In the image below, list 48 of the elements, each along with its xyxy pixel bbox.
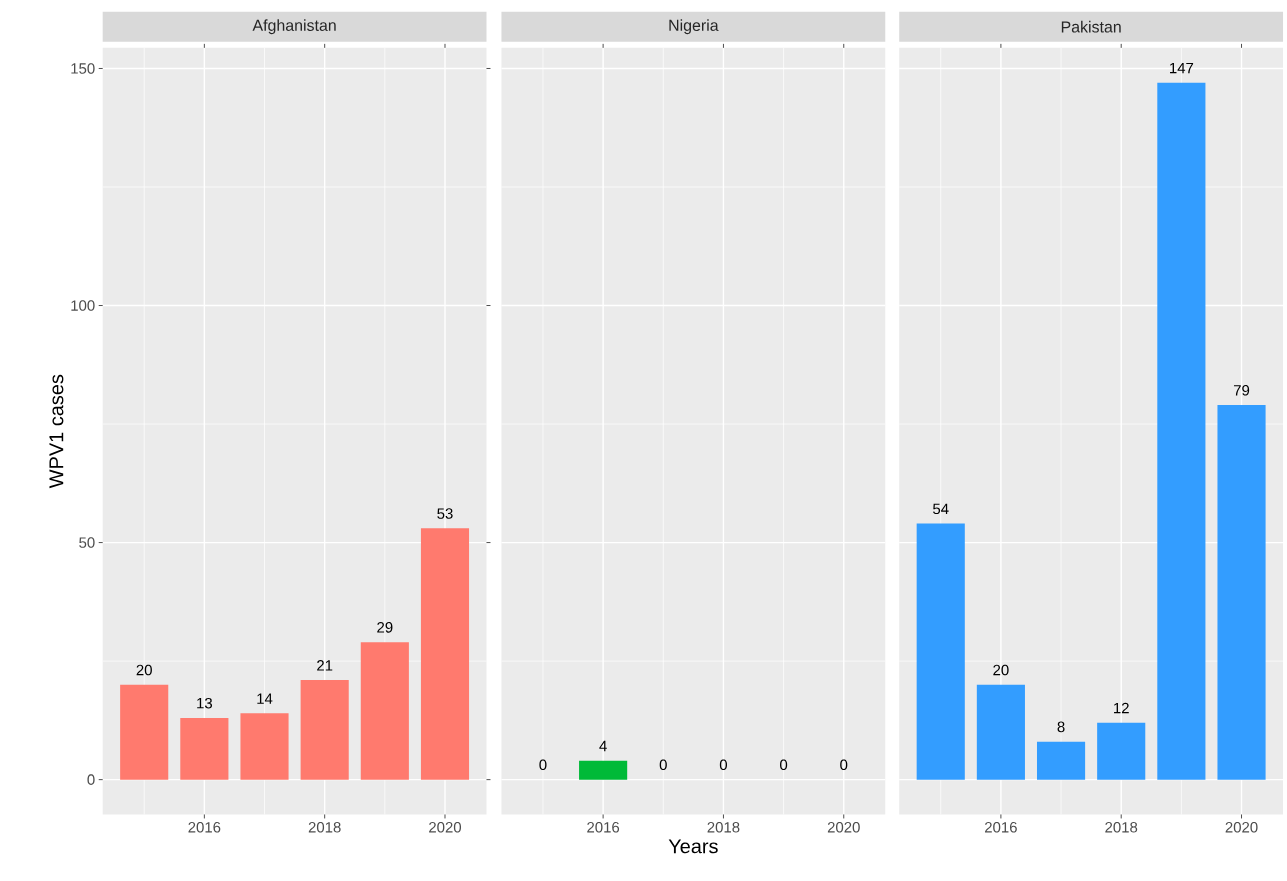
bar	[120, 684, 169, 780]
x-tick-label: 2018	[308, 821, 341, 833]
x-tick-label: 2016	[188, 821, 221, 833]
bar	[360, 642, 409, 780]
x-axis-title: Years	[668, 839, 718, 854]
data-label: 147	[1170, 62, 1194, 74]
data-label: 20	[136, 664, 152, 676]
data-label: 12	[1114, 702, 1129, 714]
data-label: 21	[317, 659, 333, 671]
data-label: 4	[599, 740, 607, 752]
bar	[240, 713, 289, 780]
data-label: 8	[1057, 721, 1065, 733]
data-label: 0	[539, 759, 547, 770]
y-tick-label: 0	[87, 774, 95, 785]
chart-title: Pakistan	[1061, 20, 1121, 33]
y-tick-label: 150	[71, 63, 95, 74]
bar	[976, 684, 1025, 780]
data-label: 53	[437, 508, 453, 519]
x-tick-label: 2018	[707, 821, 740, 833]
x-tick-label: 2018	[1105, 821, 1138, 833]
chart-title: Afghanistan	[252, 19, 336, 35]
bar	[916, 523, 965, 780]
data-label: 0	[840, 759, 848, 770]
data-label: 0	[719, 759, 728, 770]
x-tick-label: 2016	[985, 821, 1017, 833]
data-label: 0	[780, 759, 788, 770]
x-tick-label: 2020	[1225, 821, 1258, 833]
x-tick-label: 2020	[429, 821, 462, 833]
data-label: 13	[197, 697, 213, 709]
data-label: 20	[993, 664, 1009, 676]
data-label: 54	[933, 503, 949, 514]
bar	[420, 528, 470, 780]
bar	[1097, 722, 1146, 780]
x-tick-label: 2016	[587, 821, 620, 833]
bar	[180, 717, 229, 780]
data-label: 0	[659, 759, 667, 770]
bar	[1036, 741, 1086, 780]
data-label: 14	[257, 693, 273, 704]
y-tick-label: 100	[71, 300, 95, 311]
y-tick-label: 50	[79, 537, 95, 548]
data-label: 79	[1233, 384, 1250, 396]
bar	[1157, 82, 1206, 780]
x-tick-label: 2020	[827, 821, 860, 833]
bar	[300, 679, 349, 780]
chart-title: Nigeria	[669, 19, 719, 35]
y-axis-title: WPV1 cases	[49, 374, 64, 489]
bar	[1217, 404, 1266, 780]
data-label: 29	[377, 621, 393, 633]
